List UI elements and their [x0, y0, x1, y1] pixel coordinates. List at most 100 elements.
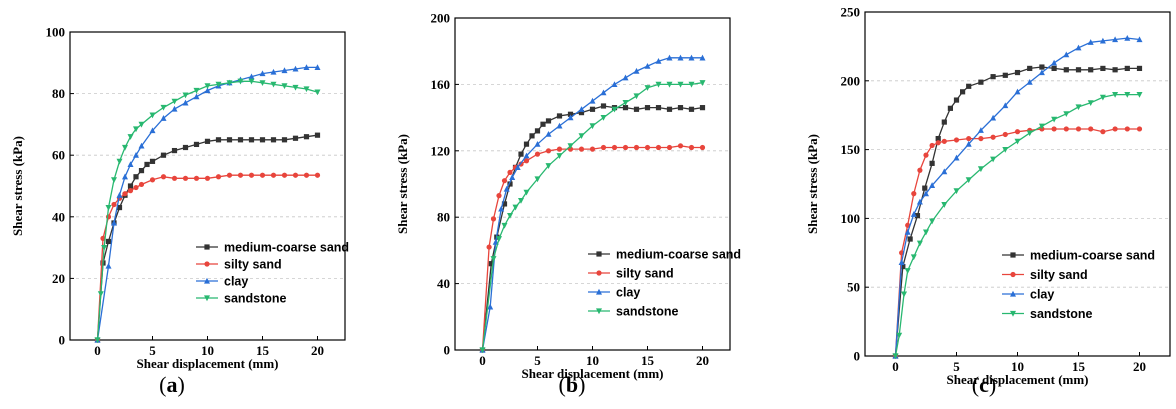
data-point	[215, 174, 222, 180]
x-axis: 0 5 10 15 20	[892, 352, 1146, 374]
series-medium-coarse-sand	[94, 132, 321, 343]
series-line	[96, 174, 318, 341]
y-tick-label: 250	[841, 5, 861, 20]
data-point	[94, 337, 101, 344]
data-point	[1038, 69, 1045, 76]
x-tick-label: 20	[311, 343, 324, 358]
y-tick-label: 0	[59, 333, 66, 348]
data-point	[488, 261, 494, 267]
data-point	[111, 219, 117, 226]
legend-label: clay	[1030, 288, 1054, 302]
data-point	[556, 122, 563, 129]
data-point	[270, 137, 277, 143]
data-point	[259, 172, 266, 178]
data-point	[966, 135, 972, 142]
data-point	[292, 172, 299, 178]
data-point	[97, 291, 104, 297]
panel-label-a: (a)	[159, 372, 185, 397]
data-point	[916, 240, 923, 247]
data-point	[133, 174, 139, 180]
chart-panel-c: 0 50 100 150 200 250 0 5 10 15 20 Shear displacemen…	[770, 0, 1176, 409]
data-point	[589, 97, 596, 104]
data-point	[138, 168, 145, 174]
data-point	[990, 156, 997, 163]
data-point	[545, 148, 552, 154]
data-point	[314, 172, 321, 178]
data-point	[589, 106, 596, 112]
chart-panel-a: 0 20 40 60 80 100 0 5 10 15 20 Shear displacement (…	[0, 0, 370, 409]
legend-label: medium-coarse sand	[616, 248, 741, 262]
data-point	[1002, 72, 1008, 78]
y-tick-label: 100	[46, 25, 66, 40]
legend-swatch-marker	[204, 277, 210, 284]
series-silty-sand	[94, 172, 321, 343]
data-point	[1026, 130, 1033, 137]
data-point	[977, 127, 984, 133]
data-point	[1002, 147, 1009, 153]
data-point	[518, 151, 524, 157]
y-axis-title: Shear stress (kPa)	[10, 136, 25, 236]
data-point	[935, 135, 941, 142]
data-point	[1088, 126, 1094, 132]
data-point	[292, 65, 299, 72]
data-point	[138, 181, 145, 188]
data-point	[611, 144, 618, 151]
data-point	[122, 144, 128, 151]
data-point	[314, 64, 321, 71]
data-point	[556, 113, 563, 119]
data-point	[259, 80, 266, 87]
data-point	[966, 83, 972, 89]
x-tick-label: 20	[1133, 359, 1146, 374]
data-point	[990, 114, 997, 121]
data-point	[270, 68, 277, 75]
data-point	[501, 222, 508, 229]
data-point	[259, 137, 266, 143]
legend-label: medium-coarse sand	[224, 241, 349, 255]
data-point	[487, 303, 494, 310]
legend-item-sandstone: sandstone	[196, 292, 287, 306]
data-point	[600, 103, 607, 109]
data-point	[622, 144, 629, 151]
data-point	[105, 262, 112, 269]
data-point	[523, 189, 530, 196]
data-point	[666, 106, 673, 112]
data-point	[182, 144, 189, 151]
data-point	[133, 184, 139, 191]
data-point	[578, 106, 585, 112]
data-point	[116, 192, 123, 198]
data-point	[111, 201, 117, 208]
data-point	[1124, 91, 1131, 98]
plot-frame	[454, 17, 731, 351]
data-point	[498, 205, 505, 212]
data-point	[911, 191, 917, 197]
data-point	[699, 105, 706, 111]
y-tick-label: 80	[52, 86, 65, 101]
data-point	[699, 54, 706, 61]
data-point	[922, 185, 928, 191]
data-point	[1124, 65, 1130, 72]
x-axis: 0 5 10 15 20	[479, 346, 709, 368]
y-axis: 0 50 100 150 200 250	[841, 5, 869, 364]
data-point	[248, 172, 255, 178]
data-point	[545, 131, 552, 137]
data-point	[1002, 102, 1009, 109]
data-point	[622, 74, 629, 81]
series-silty-sand	[892, 126, 1143, 359]
data-point	[589, 123, 596, 130]
legend-swatch-marker	[596, 270, 602, 276]
data-point	[127, 183, 134, 189]
data-point	[160, 104, 167, 111]
x-axis-title: Shear displacement (mm)	[521, 366, 663, 381]
legend-item-clay: clay	[1002, 288, 1054, 302]
data-point	[281, 67, 288, 74]
data-point	[941, 168, 948, 175]
data-point	[953, 154, 960, 161]
data-point	[1124, 34, 1131, 41]
data-point	[1100, 129, 1106, 135]
data-point	[916, 198, 923, 205]
data-point	[171, 105, 178, 112]
data-point	[1051, 116, 1058, 123]
panel-label-c: (c)	[971, 372, 997, 397]
data-point	[292, 135, 299, 141]
data-point	[1099, 94, 1106, 101]
